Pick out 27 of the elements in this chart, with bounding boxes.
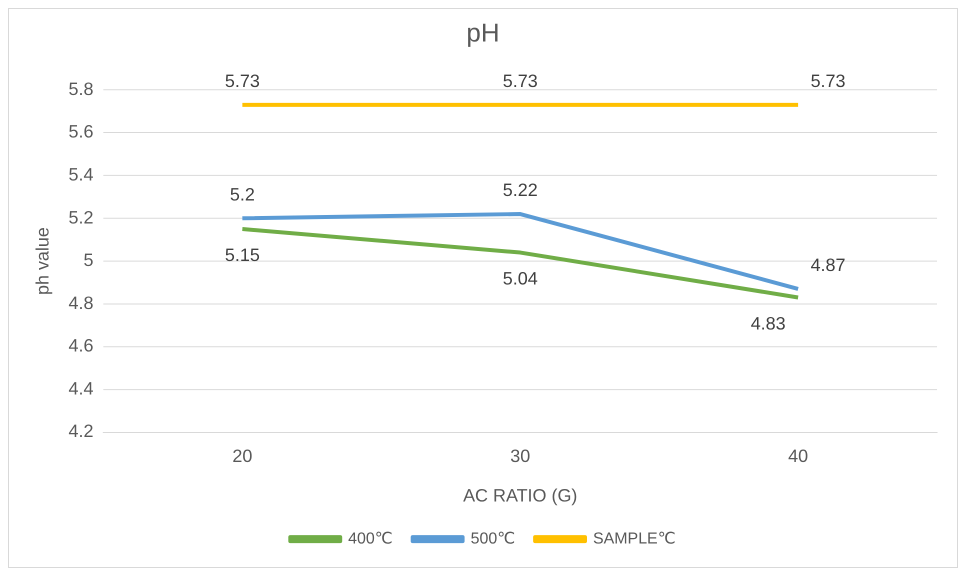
- legend-label: SAMPLE℃: [592, 530, 676, 548]
- chart-title: pH: [466, 20, 500, 48]
- y-tick-label: 5.8: [68, 78, 94, 99]
- data-label: 4.83: [750, 313, 786, 334]
- y-tick-label: 4.6: [68, 336, 94, 356]
- x-tick-label: 30: [510, 446, 530, 466]
- x-tick-label: 20: [232, 446, 252, 466]
- data-label: 5.2: [230, 184, 255, 204]
- data-label: 5.04: [502, 268, 538, 288]
- data-label: 5.22: [502, 180, 538, 200]
- y-tick-label: 5.4: [68, 164, 94, 184]
- y-tick-label: 5.6: [68, 122, 94, 142]
- y-tick-label: 4.2: [68, 421, 94, 442]
- legend-label: 500℃: [470, 530, 516, 548]
- y-tick-label: 5: [83, 250, 94, 270]
- legend-label: 400℃: [348, 530, 393, 548]
- data-label: 5.73: [224, 70, 260, 91]
- data-label: 4.87: [810, 254, 846, 275]
- x-tick-label: 40: [788, 446, 808, 466]
- data-label: 5.15: [224, 244, 260, 265]
- data-label: 5.73: [502, 70, 538, 91]
- y-tick-label: 4.8: [68, 292, 94, 313]
- y-tick-label: 4.4: [68, 378, 94, 398]
- x-axis-title: AC RATIO (G): [463, 485, 578, 506]
- y-axis-title: ph value: [32, 227, 53, 295]
- y-tick-label: 5.2: [68, 207, 94, 228]
- data-label: 5.73: [810, 70, 846, 91]
